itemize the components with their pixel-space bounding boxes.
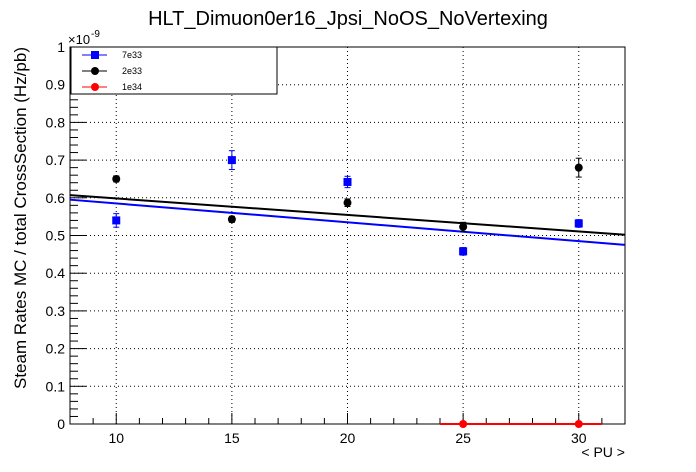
legend: 7e33 2e33 1e34 xyxy=(70,46,278,95)
y-exponent: ×10 -9 xyxy=(68,29,100,47)
legend-entry-1e34: 1e34 xyxy=(82,82,142,92)
y-axis-label: Steam Rates MC / total CrossSection (Hz/… xyxy=(11,47,30,389)
data-point-circle xyxy=(112,174,121,183)
x-axis-label: < PU > xyxy=(581,444,625,460)
y-tick-label: 0 xyxy=(57,416,65,432)
y-tick-label: 0.8 xyxy=(46,114,66,130)
legend-label: 2e33 xyxy=(122,66,142,76)
legend-marker-circle xyxy=(91,67,99,75)
x-tick-label: 25 xyxy=(455,430,471,446)
y-tick-label: 0.4 xyxy=(46,265,66,281)
data-point-circle xyxy=(459,222,468,231)
chart-title: HLT_Dimuon0er16_Jpsi_NoOS_NoVertexing xyxy=(148,8,548,30)
data-point-circle xyxy=(459,420,468,428)
data-point-circle xyxy=(227,215,236,224)
x-tick-label: 10 xyxy=(108,430,124,446)
data-point-square xyxy=(343,177,352,186)
y-tick-label: 0.1 xyxy=(46,378,66,394)
data-point-circle xyxy=(574,420,583,428)
legend-entry-2e33: 2e33 xyxy=(82,66,142,76)
axis-ticks: 10 15 20 25 30 0 0.1 0.2 0.3 0.4 0.5 0.6 0.7 0.8 0.9 1 xyxy=(46,39,626,446)
y-tick-label: 0.5 xyxy=(46,228,66,244)
grid xyxy=(70,46,625,425)
x-tick-label: 20 xyxy=(340,430,356,446)
x-tick-label: 15 xyxy=(224,430,240,446)
y-tick-label: 0.6 xyxy=(46,190,66,206)
legend-label: 7e33 xyxy=(122,50,142,60)
y-exponent-base: ×10 xyxy=(68,32,90,47)
legend-marker-square xyxy=(91,51,99,59)
y-tick-label: 0.7 xyxy=(46,152,66,168)
fit-line xyxy=(69,194,626,236)
y-tick-label: 1 xyxy=(57,39,65,55)
x-tick-label: 30 xyxy=(571,430,587,446)
y-exponent-power: -9 xyxy=(91,29,100,40)
y-tick-label: 0.3 xyxy=(46,303,66,319)
data-point-square xyxy=(112,216,121,225)
legend-entry-7e33: 7e33 xyxy=(82,50,142,60)
data-point-circle xyxy=(574,163,583,172)
data-point-circle xyxy=(343,198,352,207)
fit-lines xyxy=(69,194,626,425)
y-tick-label: 0.2 xyxy=(46,341,66,357)
data-point-square xyxy=(459,247,468,256)
fit-line xyxy=(69,198,626,246)
data-point-square xyxy=(227,156,236,165)
legend-marker-circle xyxy=(91,83,99,91)
legend-label: 1e34 xyxy=(122,82,142,92)
data-point-square xyxy=(574,219,583,228)
y-tick-label: 0.9 xyxy=(46,77,66,93)
data-points xyxy=(112,150,602,428)
